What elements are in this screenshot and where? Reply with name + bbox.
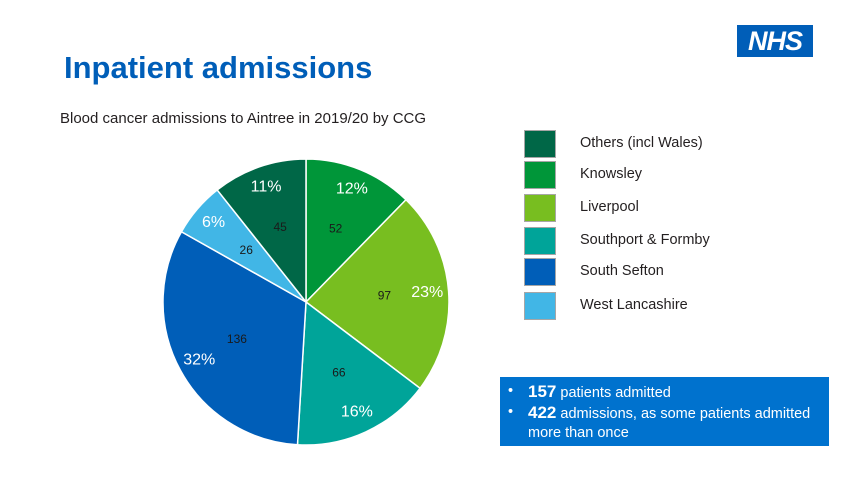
- summary-info-box: • 157 patients admitted • 422 admissions, …: [500, 377, 829, 446]
- legend-swatch: [524, 161, 556, 189]
- legend-label: Others (incl Wales): [580, 135, 703, 151]
- pie-slice-southport-formby: [296, 300, 422, 446]
- slice-percent-label: 6%: [202, 214, 225, 231]
- bullet: •: [508, 383, 514, 399]
- chart-title: Blood cancer admissions to Aintree in 20…: [60, 110, 427, 127]
- slice-percent-label: 32%: [183, 351, 215, 368]
- pie-slice-liverpool: [304, 198, 450, 390]
- nhs-logo: NHS: [737, 25, 813, 57]
- pie-slice-others-incl-wales: [216, 158, 307, 305]
- pie-slice-south-sefton: [162, 230, 307, 446]
- slice-value-label: 52: [329, 221, 343, 235]
- pie-slice-knowsley: [305, 158, 408, 304]
- legend-swatch: [524, 292, 556, 320]
- page-title: Inpatient admissions: [64, 50, 373, 85]
- summary-admissions: • 422 admissions, as some patients admitt…: [508, 403, 819, 443]
- legend-label: Knowsley: [580, 166, 643, 182]
- slice-percent-label: 12%: [336, 181, 368, 198]
- admissions-text: admissions, as some patients admitted mo…: [528, 406, 811, 441]
- legend-label: Southport & Formby: [580, 232, 710, 248]
- legend-label: South Sefton: [580, 263, 664, 279]
- legend-label: Liverpool: [580, 199, 639, 215]
- slice-value-label: 45: [273, 220, 287, 234]
- legend-swatch: [524, 130, 556, 158]
- patients-text: patients admitted: [556, 385, 671, 401]
- legend-swatch: [524, 227, 556, 255]
- summary-patients: • 157 patients admitted: [508, 382, 819, 403]
- slice-value-label: 26: [240, 243, 254, 257]
- legend-label: West Lancashire: [580, 297, 688, 313]
- legend-swatch: [524, 258, 556, 286]
- legend-swatch: [524, 194, 556, 222]
- slice-percent-label: 23%: [411, 284, 443, 301]
- slice-value-label: 66: [332, 366, 346, 380]
- bullet: •: [508, 404, 514, 420]
- slice-percent-label: 11%: [251, 178, 282, 195]
- slice-value-label: 136: [227, 332, 247, 346]
- admissions-count: 422: [528, 403, 557, 422]
- patients-count: 157: [528, 382, 557, 401]
- slice-percent-label: 16%: [341, 404, 373, 421]
- slice-value-label: 97: [378, 288, 392, 302]
